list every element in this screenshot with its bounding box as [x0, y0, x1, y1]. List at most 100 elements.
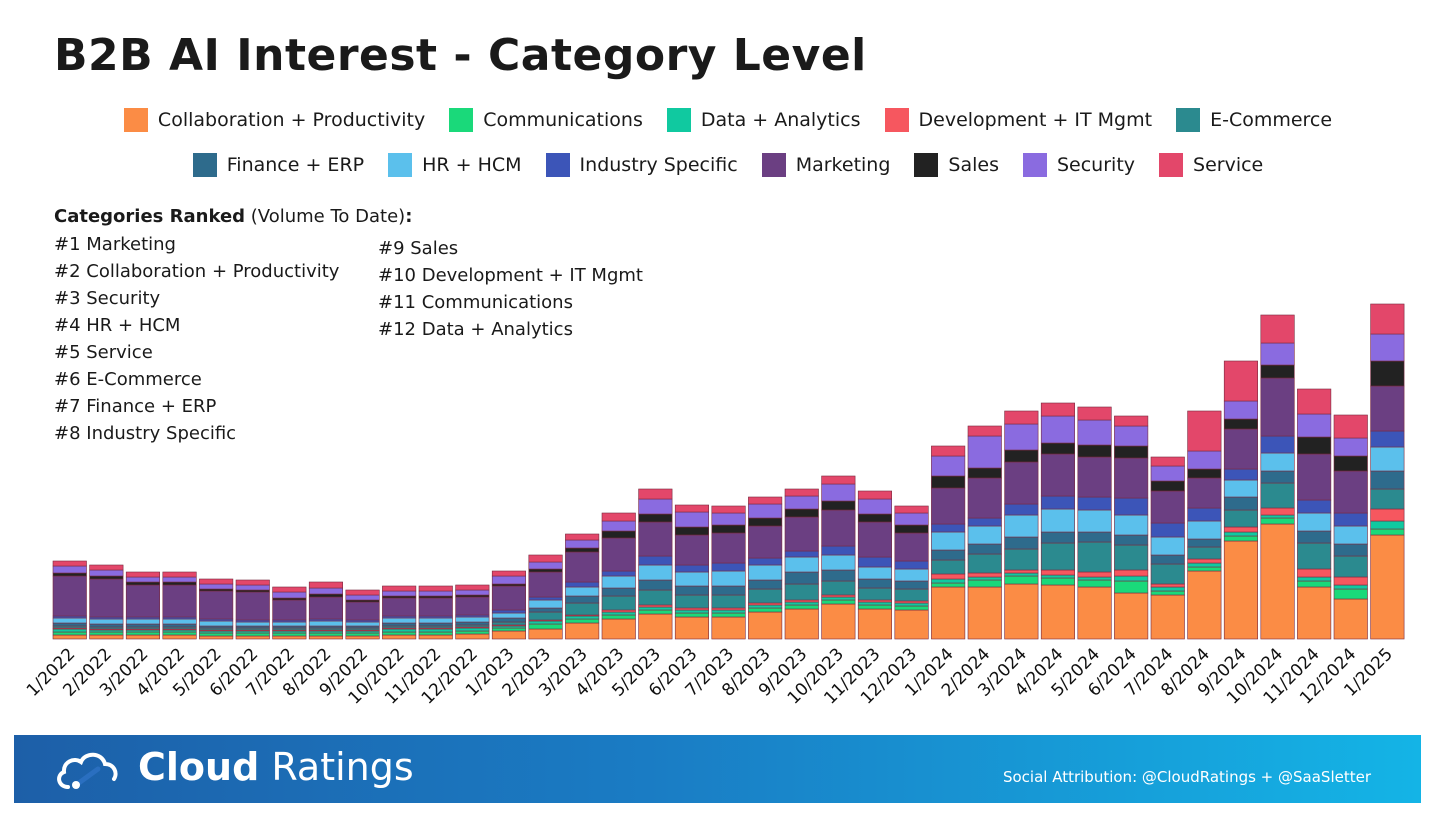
- bar-segment: [125, 571, 160, 578]
- bar-segment: [931, 549, 966, 561]
- bar-segment: [1297, 580, 1332, 588]
- bar-segment: [638, 579, 673, 591]
- bar-segment: [1223, 540, 1258, 640]
- bar-segment: [1260, 470, 1295, 484]
- bar-segment: [1370, 534, 1405, 640]
- legend-label: Sales: [948, 154, 999, 176]
- bar-segment: [821, 500, 856, 511]
- bar-segment: [1260, 452, 1295, 472]
- bar-segment: [1370, 446, 1405, 472]
- bar-segment: [272, 635, 307, 640]
- bar-segment: [528, 554, 563, 563]
- bar-segment: [711, 524, 746, 534]
- bar-segment: [345, 594, 380, 601]
- bar-segment: [931, 586, 966, 640]
- bar-segment: [1150, 465, 1185, 482]
- legend-item: HR + HCM: [388, 153, 522, 177]
- bar-segment: [784, 556, 819, 573]
- bar-segment: [235, 621, 270, 627]
- bar-segment: [491, 621, 527, 626]
- bar-segment: [382, 597, 417, 617]
- bar-segment: [1333, 525, 1368, 545]
- bar-segment: [199, 583, 234, 590]
- bar-segment: [748, 607, 783, 613]
- bar-segment: [1223, 400, 1258, 420]
- bar-segment: [821, 554, 856, 571]
- bar-segment: [1004, 569, 1039, 574]
- bar-segment: [528, 568, 563, 573]
- bar-segment: [967, 576, 1002, 581]
- bar-segment: [1114, 592, 1149, 640]
- bar-segment: [638, 555, 673, 566]
- bar-segment: [857, 521, 893, 558]
- bar-segment: [638, 613, 673, 640]
- bar-segment: [711, 532, 746, 564]
- chart-title: B2B AI Interest - Category Level: [54, 30, 867, 81]
- legend-swatch: [914, 153, 939, 177]
- bar-segment: [674, 511, 710, 528]
- legend-item: Development + IT Mgmt: [884, 108, 1152, 132]
- legend-swatch: [884, 108, 909, 132]
- bar-segment: [1114, 544, 1149, 571]
- bar-segment: [199, 590, 234, 620]
- bar-segment: [52, 617, 87, 624]
- legend-swatch: [761, 153, 786, 177]
- bar-segment: [967, 517, 1002, 527]
- bar-segment: [1223, 526, 1258, 533]
- bar-segment: [1297, 542, 1332, 570]
- bar-segment: [565, 622, 600, 640]
- bar-segment: [1223, 360, 1258, 402]
- legend-row-1: Collaboration + Productivity Communicatio…: [0, 108, 1456, 132]
- bar-segment: [418, 628, 453, 633]
- bar-segment: [674, 585, 710, 596]
- bar-segment: [1114, 580, 1149, 594]
- bar-segment: [1260, 364, 1295, 379]
- legend-label: Marketing: [795, 154, 891, 176]
- bar-segment: [418, 585, 453, 592]
- legend-label: Data + Analytics: [700, 109, 861, 131]
- bar-segment: [1114, 445, 1149, 459]
- bar-segment: [1187, 558, 1222, 564]
- bar-segment: [1040, 402, 1075, 417]
- legend-swatch: [449, 108, 474, 132]
- ranked-heading: Categories Ranked (Volume To Date):: [54, 206, 412, 227]
- bar-segment: [162, 584, 197, 618]
- bar-segment: [455, 621, 490, 626]
- footer-banner: Cloud Ratings Social Attribution: @Cloud…: [14, 735, 1421, 803]
- bar-segment: [345, 589, 380, 596]
- bar-segment: [528, 620, 563, 625]
- bar-segment: [1077, 531, 1112, 543]
- bar-segment: [418, 597, 453, 617]
- bar-segment: [1150, 590, 1185, 596]
- bar-segment: [89, 623, 124, 628]
- bar-segment: [308, 593, 344, 598]
- bar-segment: [1333, 470, 1368, 514]
- bar-segment: [528, 571, 563, 598]
- bar-segment: [1004, 514, 1039, 538]
- bar-segment: [931, 523, 966, 533]
- bar-segment: [1297, 499, 1332, 514]
- bar-segment: [748, 579, 783, 590]
- bar-segment: [125, 618, 160, 625]
- bar-segment: [52, 572, 87, 577]
- bar-segment: [52, 560, 87, 567]
- bar-segment: [382, 585, 417, 592]
- bar-segment: [748, 525, 783, 559]
- bar-segment: [1150, 522, 1185, 538]
- bar-segment: [272, 599, 307, 621]
- bar-segment: [272, 632, 307, 637]
- bar-segment: [784, 601, 819, 606]
- bar-segment: [565, 618, 600, 624]
- bar-segment: [1077, 541, 1112, 573]
- ranked-item: #10 Development + IT Mgmt: [378, 265, 643, 286]
- bar-segment: [199, 635, 234, 640]
- bar-segment: [1114, 569, 1149, 577]
- bar-segment: [748, 564, 783, 581]
- bar-segment: [1333, 455, 1368, 472]
- bar-segment: [674, 526, 710, 536]
- bar-segment: [1040, 577, 1075, 586]
- bar-segment: [565, 595, 600, 604]
- bar-segment: [967, 579, 1002, 588]
- bar-segment: [1040, 574, 1075, 579]
- bar-segment: [1333, 598, 1368, 640]
